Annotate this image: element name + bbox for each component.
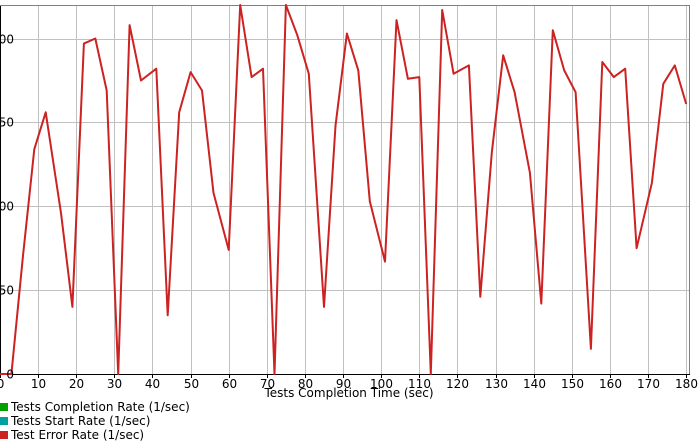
x-tick-label: 180 xyxy=(675,377,698,391)
x-tick-label: 170 xyxy=(637,377,660,391)
legend-item: Tests Completion Rate (1/sec) xyxy=(0,400,190,414)
x-tick-label: 0 xyxy=(0,377,4,391)
x-tick-label: 160 xyxy=(599,377,622,391)
x-tick-label: 140 xyxy=(523,377,546,391)
x-axis-title: Tests Completion Time (sec) xyxy=(263,386,433,400)
y-tick-label: 100 xyxy=(0,200,14,214)
x-tick-label: 130 xyxy=(485,377,508,391)
x-tick-label: 10 xyxy=(31,377,46,391)
legend-item: Test Error Rate (1/sec) xyxy=(0,428,190,442)
x-tick-label: 50 xyxy=(184,377,199,391)
legend-swatch xyxy=(0,431,8,439)
x-tick-label: 120 xyxy=(446,377,469,391)
legend-swatch xyxy=(0,417,8,425)
plot-area xyxy=(0,5,690,374)
x-tick-label: 30 xyxy=(107,377,122,391)
legend-item: Tests Start Rate (1/sec) xyxy=(0,414,190,428)
y-tick-label: 150 xyxy=(0,116,14,130)
legend: Tests Completion Rate (1/sec) Tests Star… xyxy=(0,400,190,442)
legend-label: Test Error Rate (1/sec) xyxy=(11,428,144,442)
y-tick-label: 50 xyxy=(0,284,14,298)
y-tick-label: 200 xyxy=(0,33,14,47)
y-tick-label: 0 xyxy=(6,368,14,382)
legend-swatch xyxy=(0,403,8,411)
x-tick-label: 150 xyxy=(561,377,584,391)
legend-label: Tests Start Rate (1/sec) xyxy=(11,414,150,428)
x-tick-label: 60 xyxy=(222,377,237,391)
legend-label: Tests Completion Rate (1/sec) xyxy=(11,400,190,414)
chart: 0 10 20 30 40 50 60 70 80 90 100 110 120 130 140 150 160… xyxy=(0,0,700,400)
x-tick-label: 20 xyxy=(69,377,84,391)
x-tick-label: 40 xyxy=(145,377,160,391)
